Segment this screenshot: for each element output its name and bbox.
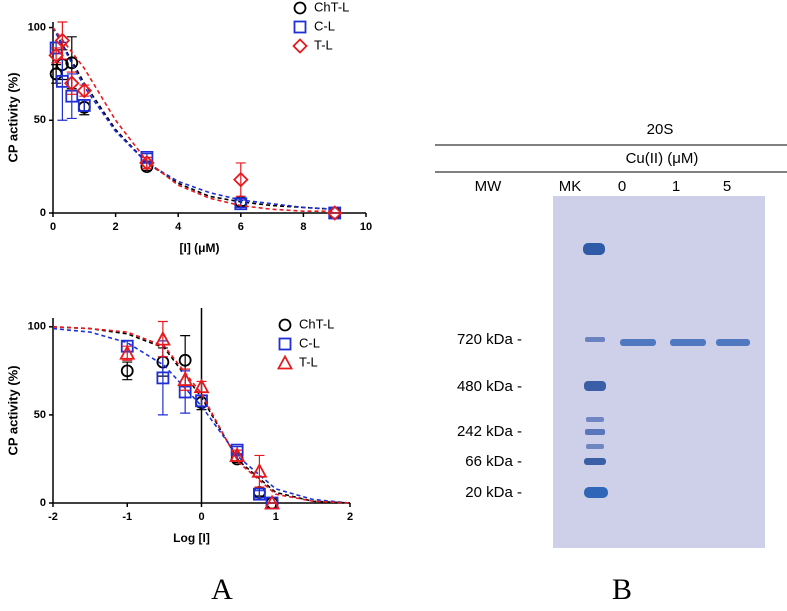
x-tick-label: 1 bbox=[273, 511, 279, 523]
x-tick-label: 0 bbox=[50, 221, 56, 233]
error-bar bbox=[254, 490, 265, 499]
lane-label: 1 bbox=[672, 178, 680, 195]
mw-label: 242 kDa - bbox=[457, 423, 522, 440]
mw-label: 20 kDa - bbox=[465, 484, 522, 501]
marker bbox=[178, 353, 192, 367]
x-tick-label: 10 bbox=[360, 221, 372, 233]
legend-label: T-L bbox=[314, 37, 333, 52]
y-tick-label: 0 bbox=[40, 207, 46, 219]
marker bbox=[54, 32, 71, 49]
marker bbox=[177, 371, 194, 387]
error-bar bbox=[157, 320, 168, 358]
fit-curve bbox=[52, 27, 335, 211]
marker bbox=[120, 364, 134, 378]
legend-marker bbox=[292, 38, 308, 54]
fit-curve bbox=[52, 326, 351, 504]
y-tick-label: 0 bbox=[40, 497, 46, 509]
x-tick-label: -2 bbox=[48, 511, 58, 523]
marker bbox=[64, 75, 80, 91]
marker bbox=[234, 197, 248, 211]
marker bbox=[251, 462, 268, 478]
legend-marker bbox=[278, 337, 292, 351]
legend-marker bbox=[278, 318, 292, 332]
y-tick-label: 100 bbox=[28, 21, 46, 33]
marker bbox=[229, 447, 246, 462]
marker bbox=[253, 487, 266, 501]
legend-label: ChT-L bbox=[299, 316, 334, 331]
x-tick-label: 8 bbox=[300, 221, 306, 233]
lane-label: 5 bbox=[723, 178, 731, 195]
x-tick-label: 6 bbox=[238, 221, 244, 233]
error-bar bbox=[57, 21, 68, 60]
legend-marker bbox=[293, 1, 307, 15]
x-tick-label: 2 bbox=[347, 511, 353, 523]
y-axis-label: CP activity (%) bbox=[5, 72, 20, 162]
x-axis-label: [I] (μM) bbox=[180, 241, 220, 255]
legend-label: C-L bbox=[299, 335, 320, 350]
marker-bands bbox=[583, 243, 608, 498]
marker bbox=[77, 99, 91, 112]
marker bbox=[119, 344, 136, 360]
gel-title: 20S bbox=[647, 121, 674, 138]
marker bbox=[193, 378, 210, 394]
x-tick-label: 4 bbox=[175, 221, 182, 233]
x-tick-label: -1 bbox=[122, 511, 132, 523]
y-axis-label: CP activity (%) bbox=[5, 365, 20, 455]
gel-subtitle: Cu(II) (μM) bbox=[626, 150, 699, 167]
sample-bands bbox=[620, 339, 750, 346]
mw-label: 66 kDa - bbox=[465, 453, 522, 470]
lane-label: MK bbox=[559, 178, 582, 195]
marker bbox=[139, 155, 155, 171]
gel-panel: 20S Cu(II) (μM) MW MK 0 1 5 720 kDa - 48… bbox=[435, 121, 787, 548]
y-tick-label: 50 bbox=[34, 409, 46, 421]
marker bbox=[233, 171, 249, 188]
marker bbox=[326, 205, 343, 221]
marker bbox=[156, 371, 170, 385]
marker bbox=[48, 47, 64, 64]
error-bar bbox=[235, 162, 246, 197]
mw-label: 720 kDa - bbox=[457, 331, 522, 348]
y-tick-label: 100 bbox=[28, 321, 46, 333]
error-bar bbox=[79, 99, 90, 112]
legend-marker bbox=[293, 20, 307, 34]
y-tick-label: 50 bbox=[34, 114, 46, 126]
x-tick-label: 0 bbox=[198, 511, 204, 523]
fit-curve bbox=[52, 27, 335, 212]
legend-label: C-L bbox=[314, 18, 335, 33]
panel-label: B bbox=[612, 573, 632, 606]
fit-curve bbox=[52, 27, 335, 211]
lane-label: MW bbox=[475, 178, 502, 195]
legend-label: T-L bbox=[299, 354, 318, 369]
legend-marker bbox=[276, 354, 294, 370]
marker bbox=[65, 56, 79, 70]
legend-label: ChT-L bbox=[314, 0, 349, 14]
chart-b: -2 -1 0 1 2 0 50 100 Log [I] CP activity (%) ChT-L… bbox=[5, 308, 353, 545]
marker bbox=[76, 82, 93, 99]
fit-curve bbox=[52, 327, 351, 504]
error-bar bbox=[254, 454, 265, 488]
marker bbox=[264, 494, 281, 510]
panel-label: A bbox=[211, 573, 233, 606]
marker bbox=[154, 330, 171, 346]
lane-label: 0 bbox=[618, 178, 626, 195]
mw-label: 480 kDa - bbox=[457, 378, 522, 395]
x-axis-label: Log [I] bbox=[173, 531, 210, 545]
x-tick-label: 2 bbox=[113, 221, 119, 233]
